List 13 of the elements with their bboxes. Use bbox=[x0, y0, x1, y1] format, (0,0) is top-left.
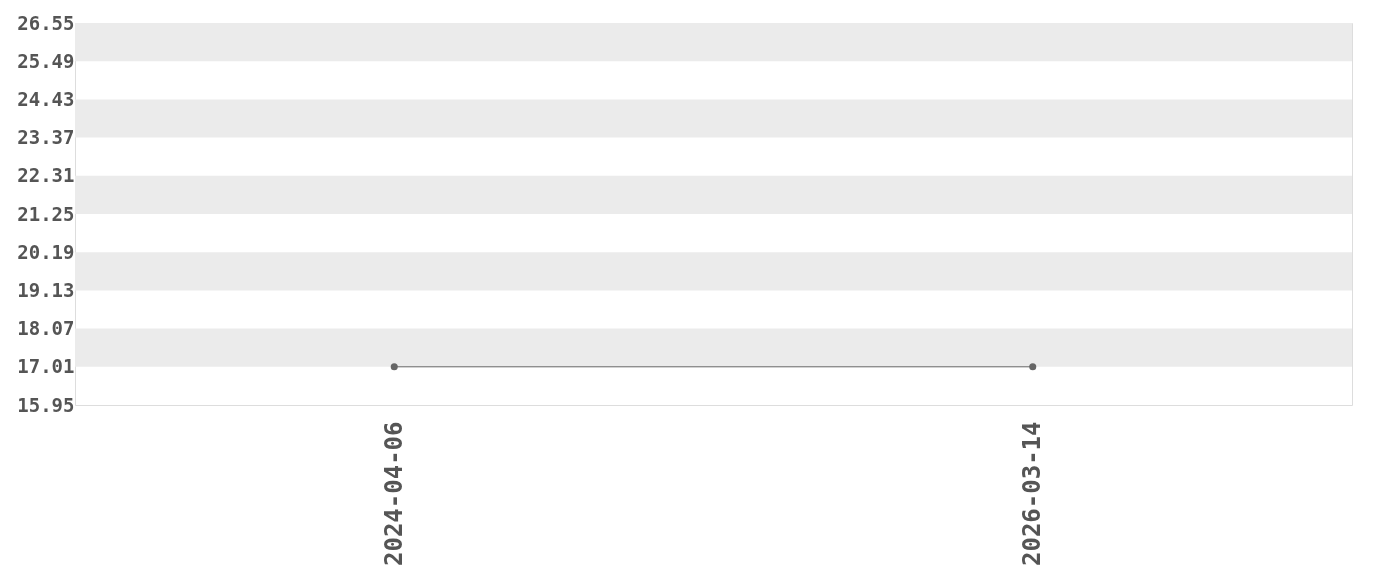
y-tick-label: 23.37 bbox=[17, 126, 75, 149]
y-tick-label: 20.19 bbox=[17, 240, 75, 263]
y-tick-label: 24.43 bbox=[17, 87, 75, 110]
y-tick-label: 15.95 bbox=[17, 393, 75, 416]
y-tick-label: 26.55 bbox=[17, 11, 75, 34]
y-tick-label: 19.13 bbox=[17, 278, 75, 301]
x-tick-label: 2026-03-14 bbox=[1018, 421, 1047, 566]
y-tick-label: 25.49 bbox=[17, 49, 75, 72]
y-tick-label: 22.31 bbox=[17, 164, 75, 187]
y-tick-label: 18.07 bbox=[17, 317, 75, 340]
y-tick-label: 21.25 bbox=[17, 202, 75, 225]
y-tick-label: 17.01 bbox=[17, 355, 75, 378]
x-tick-label: 2024-04-06 bbox=[379, 421, 408, 566]
